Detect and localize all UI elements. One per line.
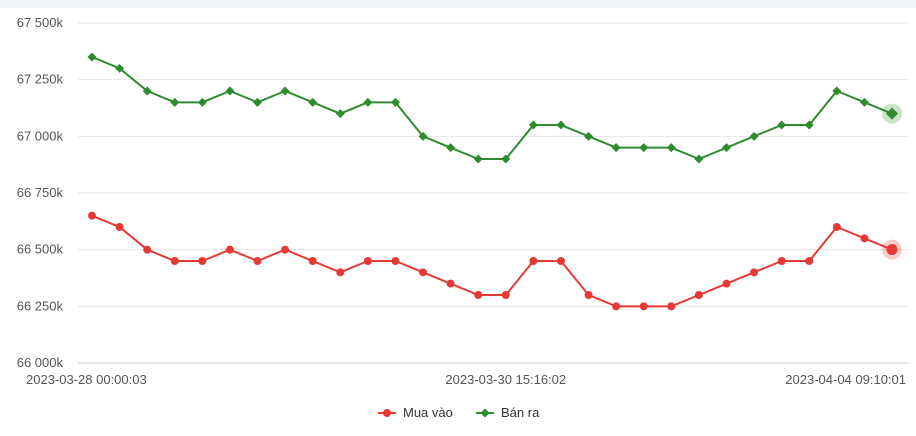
axis-layer: 66 000k 66 250k 66 500k 66 750k 67 000k 67 25…	[17, 15, 906, 387]
data-point[interactable]	[501, 291, 510, 299]
legend-marker	[383, 409, 391, 417]
y-tick-label: 66 500k	[17, 242, 64, 257]
top-strip	[0, 0, 916, 8]
data-point[interactable]	[170, 97, 180, 107]
data-point[interactable]	[750, 268, 759, 277]
data-point[interactable]	[308, 257, 317, 265]
legend-label: Bán ra	[501, 405, 540, 420]
data-point[interactable]	[446, 143, 456, 153]
legend-item[interactable]: Mua vào	[378, 405, 453, 420]
data-point[interactable]	[501, 154, 511, 164]
data-point[interactable]	[281, 245, 290, 254]
data-point[interactable]	[418, 131, 428, 141]
series-ban-ra	[87, 52, 902, 164]
data-point[interactable]	[336, 268, 345, 277]
data-point[interactable]	[639, 143, 649, 153]
series-mua-vao	[88, 211, 902, 311]
data-point[interactable]	[528, 120, 538, 130]
data-point[interactable]	[142, 86, 152, 96]
data-point[interactable]	[832, 86, 842, 96]
data-point[interactable]	[253, 257, 262, 265]
data-point[interactable]	[143, 245, 152, 254]
data-point[interactable]	[225, 86, 235, 96]
data-point[interactable]	[777, 257, 786, 265]
data-point[interactable]	[529, 257, 538, 265]
data-point[interactable]	[197, 97, 207, 107]
data-point[interactable]	[115, 223, 124, 231]
data-point[interactable]	[253, 97, 263, 107]
data-point[interactable]	[446, 279, 455, 288]
data-point[interactable]	[886, 244, 898, 256]
data-point[interactable]	[639, 302, 648, 311]
data-point[interactable]	[584, 131, 594, 141]
y-tick-label: 67 000k	[17, 128, 64, 143]
data-point[interactable]	[363, 97, 373, 107]
data-point[interactable]	[390, 97, 400, 107]
data-point[interactable]	[749, 131, 759, 141]
data-point[interactable]	[694, 154, 704, 164]
data-point[interactable]	[556, 257, 565, 265]
data-point[interactable]	[584, 291, 593, 299]
data-point[interactable]	[886, 107, 898, 120]
legend-marker	[480, 408, 490, 418]
data-point[interactable]	[805, 257, 814, 265]
data-point[interactable]	[804, 120, 814, 130]
data-point[interactable]	[280, 86, 290, 96]
series-line	[91, 56, 893, 160]
data-point[interactable]	[722, 279, 731, 288]
y-tick-label: 66 750k	[17, 185, 64, 200]
series-layer	[87, 52, 902, 311]
data-point[interactable]	[225, 245, 234, 254]
y-tick-label: 67 250k	[17, 72, 64, 87]
data-point[interactable]	[667, 302, 676, 311]
data-point[interactable]	[474, 291, 483, 299]
x-tick-label: 2023-03-28 00:00:03	[26, 372, 147, 387]
data-point[interactable]	[198, 257, 207, 265]
data-point[interactable]	[777, 120, 787, 130]
legend: Mua vào Bán ra	[378, 405, 540, 420]
x-tick-label: 2023-04-04 09:10:01	[785, 372, 906, 387]
data-point[interactable]	[391, 257, 400, 265]
series-line	[91, 214, 893, 308]
data-point[interactable]	[115, 63, 125, 73]
data-point[interactable]	[170, 257, 179, 265]
data-point[interactable]	[88, 211, 96, 220]
y-tick-label: 66 250k	[17, 298, 64, 313]
y-tick-label: 66 000k	[17, 355, 64, 370]
data-point[interactable]	[308, 97, 318, 107]
data-point[interactable]	[363, 257, 372, 265]
grid-layer	[78, 22, 908, 364]
legend-item[interactable]: Bán ra	[476, 405, 540, 420]
x-tick-label: 2023-03-30 15:16:02	[445, 372, 566, 387]
data-point[interactable]	[611, 143, 621, 153]
data-point[interactable]	[859, 97, 869, 107]
data-point[interactable]	[860, 234, 869, 243]
data-point[interactable]	[832, 223, 841, 231]
data-point[interactable]	[694, 291, 703, 299]
data-point[interactable]	[419, 268, 428, 277]
y-tick-label: 67 500k	[17, 15, 64, 30]
data-point[interactable]	[87, 52, 97, 62]
data-point[interactable]	[666, 143, 676, 153]
data-point[interactable]	[721, 143, 731, 153]
data-point[interactable]	[556, 120, 566, 130]
data-point[interactable]	[473, 154, 483, 164]
legend-label: Mua vào	[403, 405, 453, 420]
data-point[interactable]	[612, 302, 621, 311]
data-point[interactable]	[335, 109, 345, 119]
